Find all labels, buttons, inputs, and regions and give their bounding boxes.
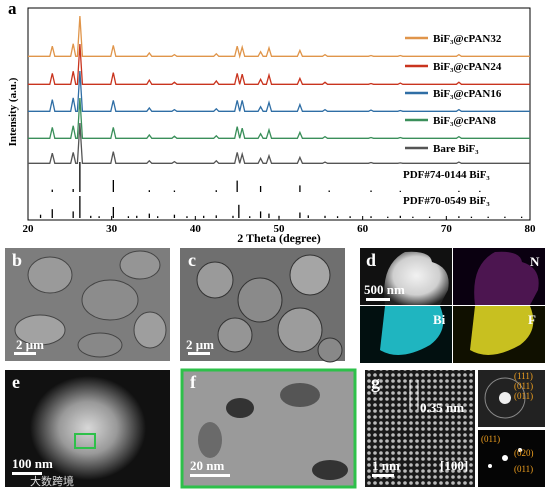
x-axis-label: 2 Theta (degree) [237, 231, 321, 245]
watermark: 大数跨境 [30, 474, 74, 488]
scale-bar-label: 500 nm [364, 282, 405, 297]
legend-label: Bare BiF₃ [433, 143, 479, 155]
fft-label: (020) [514, 448, 534, 458]
xrd-line [28, 122, 530, 164]
x-tick-label: 80 [525, 223, 537, 235]
saed-label: (111) [514, 371, 533, 381]
legend-label: BiF₃@cPAN32 [433, 33, 502, 45]
panel-c: c 2 μm [180, 248, 345, 363]
legend-label: BiF₃@cPAN8 [433, 115, 496, 127]
saed-label: (011) [514, 391, 533, 401]
element-label: N [530, 254, 540, 269]
panel-b: b 2 μm [5, 248, 170, 361]
element-label: Bi [433, 312, 446, 327]
saed-label: (011) [514, 381, 533, 391]
panel-label: e [12, 372, 20, 392]
panel-label: b [12, 250, 22, 270]
reference-label: PDF#70-0549 BiF₃ [403, 195, 490, 207]
panel-f: f 20 nm [180, 368, 357, 489]
panel-label: g [371, 372, 380, 392]
element-label: F [528, 312, 536, 327]
panel-g: g 0.35 nm 1 nm [100] (111) (011) (011) (… [365, 370, 545, 487]
xrd-line [28, 97, 530, 139]
scale-bar-label: 1 nm [372, 458, 400, 473]
zone-axis: [100] [440, 458, 468, 473]
x-tick-label: 30 [106, 223, 118, 235]
x-tick-label: 40 [190, 223, 202, 235]
scale-bar-label: 2 μm [186, 337, 214, 352]
x-tick-label: 60 [357, 223, 369, 235]
x-tick-label: 20 [23, 223, 35, 235]
scale-bar-label: 20 nm [190, 458, 224, 473]
panel-label: d [366, 250, 376, 270]
d-spacing: 0.35 nm [420, 400, 464, 415]
panel-label: c [188, 250, 196, 270]
panel-label: f [190, 372, 197, 392]
legend-label: BiF₃@cPAN16 [433, 88, 502, 100]
fft-label: (011) [481, 434, 500, 444]
scale-bar-label: 2 μm [16, 337, 44, 352]
x-tick-label: 50 [274, 223, 286, 235]
fft-label: (011) [514, 464, 533, 474]
panel-label: a [8, 0, 17, 18]
x-tick-label: 70 [441, 223, 453, 235]
y-axis-label: Intensity (a.u.) [7, 77, 19, 146]
xrd-line [28, 43, 530, 85]
legend-label: BiF₃@cPAN24 [433, 61, 502, 73]
xrd-line [28, 15, 530, 59]
xrd-line [28, 70, 530, 112]
panel-d: d 500 nm N Bi F [360, 248, 545, 363]
panel-a: a 2 Theta (degree) Intensity (a.u.) 20 30… [7, 0, 536, 245]
scale-bar-label: 100 nm [12, 456, 53, 471]
reference-label: PDF#74-0144 BiF₃ [403, 169, 490, 181]
panel-e: e 100 nm 大数跨境 [5, 370, 170, 488]
